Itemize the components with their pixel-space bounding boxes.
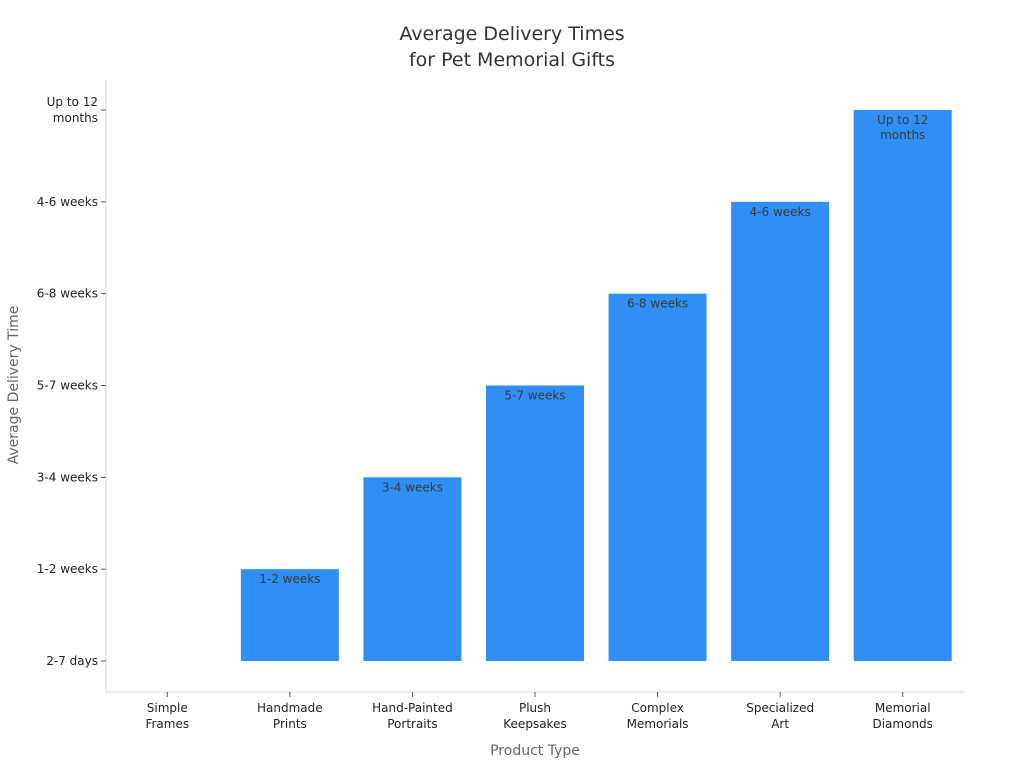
y-tick-label: 6-8 weeks (37, 287, 98, 301)
x-tick-label: Complex Memorials (627, 701, 689, 731)
chart-title-line-1: Average Delivery Times (399, 23, 624, 45)
bars-group: 1-2 weeks 3-4 weeks 5-7 weeks 6-8 weeks 4-6 … (240, 110, 952, 662)
x-ticks-group: Simple Frames Handmade Prints Hand-Painted Po… (145, 692, 933, 731)
y-ticks-group: 2-7 days 1-2 weeks 3-4 weeks 5-7 weeks 6-8 w… (37, 95, 106, 668)
x-tick-label: Handmade Prints (257, 701, 323, 731)
bar (486, 385, 584, 661)
bar (853, 110, 952, 661)
bar-data-label: 4-6 weeks (750, 205, 811, 219)
x-tick-label: Hand-Painted Portraits (372, 701, 453, 731)
y-tick-label: 5-7 weeks (37, 379, 98, 393)
bar-data-label: Up to 12 months (877, 113, 928, 142)
y-tick-label: 4-6 weeks (37, 195, 98, 209)
bar-data-label: 1-2 weeks (259, 572, 320, 586)
bar (363, 477, 462, 661)
x-tick-label: Specialized Art (746, 701, 814, 731)
bar-data-label: 3-4 weeks (382, 480, 443, 494)
y-tick-label: 3-4 weeks (37, 470, 98, 484)
y-axis-label: Average Delivery Time (6, 306, 22, 465)
chart-title-line-2: for Pet Memorial Gifts (409, 49, 615, 71)
bar (731, 201, 830, 662)
bar (240, 569, 339, 661)
x-tick-label: Plush Keepsakes (503, 701, 566, 731)
x-axis-label: Product Type (490, 743, 580, 759)
y-tick-label: 1-2 weeks (37, 562, 98, 576)
bar (608, 293, 707, 661)
bar-data-label: 5-7 weeks (504, 389, 565, 403)
y-tick-label: 2-7 days (46, 654, 98, 668)
x-tick-label: Simple Frames (145, 701, 189, 731)
x-tick-label: Memorial Diamonds (872, 701, 932, 731)
y-tick-label: Up to 12 months (47, 95, 98, 125)
bar-data-label: 6-8 weeks (627, 297, 688, 311)
